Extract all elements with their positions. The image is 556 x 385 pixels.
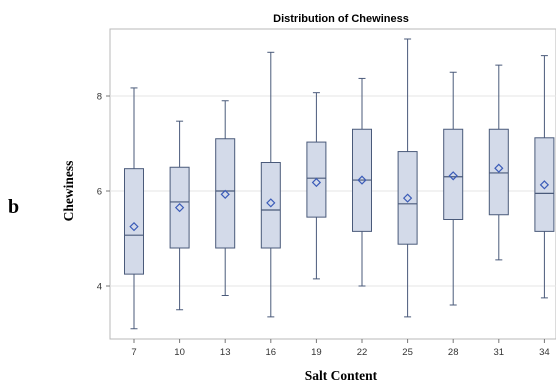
box-iqr [397, 151, 418, 245]
box-22 [352, 77, 372, 287]
mean-marker [357, 175, 367, 185]
x-tick-label: 31 [494, 347, 505, 358]
y-tick-label: 6 [97, 187, 102, 198]
mean-marker [311, 177, 322, 188]
box-13 [215, 100, 236, 296]
mean-marker [129, 221, 139, 232]
mean-marker [494, 163, 504, 173]
box-series [124, 38, 555, 330]
box-iqr [443, 128, 464, 220]
mean-marker [174, 202, 185, 213]
x-axis-ticks: 7 10 13 16 19 22 25 28 31 34 [131, 339, 550, 358]
box-iqr [169, 166, 190, 249]
x-tick-label: 22 [357, 347, 368, 358]
x-axis-title: Salt Content [305, 368, 378, 383]
x-tick-label: 19 [311, 347, 322, 358]
box-28 [443, 71, 464, 306]
y-tick-label: 4 [97, 282, 102, 293]
x-tick-label: 28 [448, 347, 459, 358]
box-34 [534, 55, 555, 299]
box-iqr [124, 168, 144, 275]
mean-marker [220, 189, 230, 199]
box-iqr [306, 141, 327, 218]
x-tick-label: 16 [266, 347, 277, 358]
y-axis-title: Chewiness [61, 161, 76, 222]
x-tick-label: 25 [402, 347, 413, 358]
chart-title: Distribution of Chewiness [273, 13, 409, 25]
box-7 [124, 87, 144, 330]
box-25 [397, 38, 418, 318]
y-tick-label: 8 [97, 92, 102, 103]
box-iqr [215, 138, 236, 249]
x-tick-label: 10 [174, 347, 185, 358]
mean-marker [402, 193, 413, 203]
x-tick-label: 7 [131, 347, 136, 358]
box-19 [306, 92, 327, 280]
y-axis-ticks: 4 6 8 [97, 92, 110, 293]
mean-marker [266, 198, 276, 208]
mean-marker [448, 171, 458, 181]
mean-marker [539, 180, 550, 190]
panel-label: b [8, 196, 20, 218]
box-iqr [534, 137, 555, 232]
box-10 [169, 120, 190, 311]
box-16 [260, 51, 281, 318]
x-tick-label: 13 [220, 347, 231, 358]
x-tick-label: 34 [539, 347, 550, 358]
box-31 [488, 64, 509, 261]
box-iqr [260, 162, 281, 249]
